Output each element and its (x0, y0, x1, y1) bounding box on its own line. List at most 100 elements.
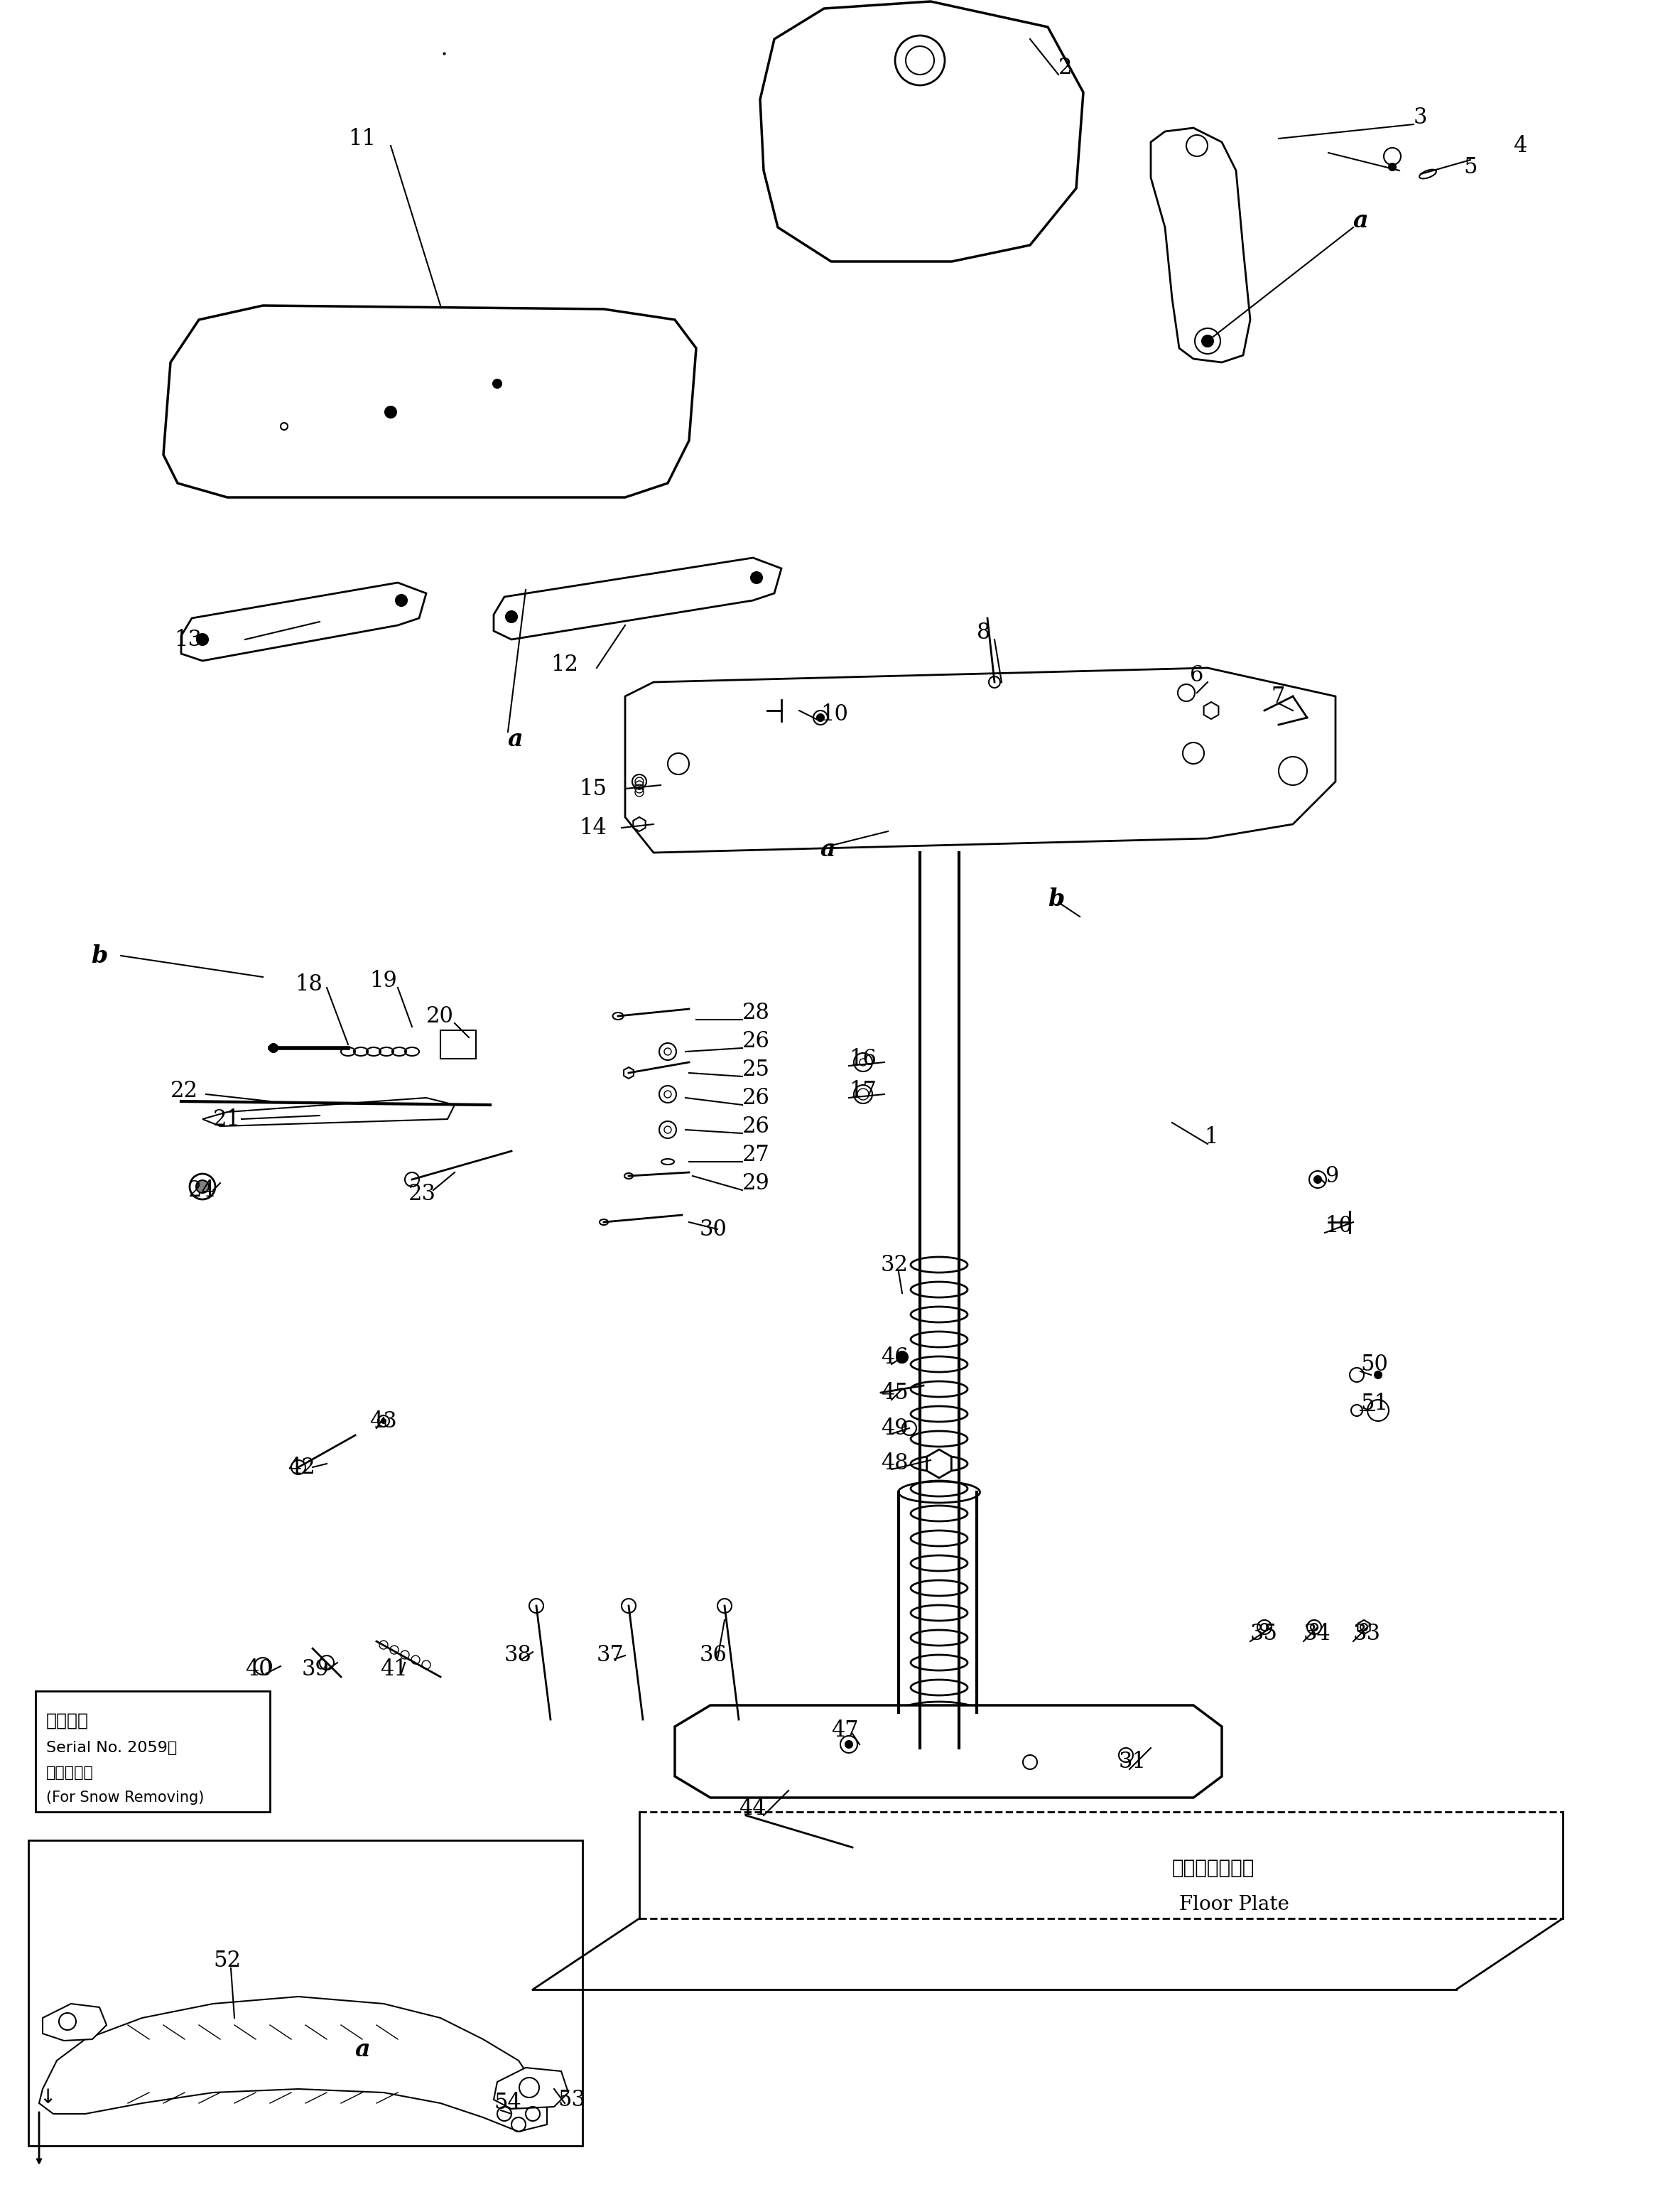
Text: 14: 14 (580, 818, 606, 840)
Polygon shape (1151, 127, 1250, 362)
Text: 適用号機: 適用号機 (45, 1712, 89, 1729)
Circle shape (506, 612, 517, 623)
Text: 30: 30 (699, 1219, 727, 1241)
Text: 28: 28 (743, 1002, 769, 1024)
Text: 39: 39 (302, 1659, 329, 1681)
Text: 41: 41 (380, 1659, 408, 1681)
Text: 53: 53 (558, 2089, 585, 2111)
Circle shape (1389, 164, 1396, 171)
Circle shape (1374, 1372, 1381, 1379)
Text: 23: 23 (408, 1184, 437, 1206)
Text: 11: 11 (348, 127, 376, 149)
Circle shape (197, 633, 208, 644)
Text: a: a (354, 2039, 371, 2063)
Text: a: a (820, 837, 837, 861)
Circle shape (1201, 335, 1213, 346)
Text: ↓: ↓ (39, 2087, 55, 2107)
Circle shape (751, 572, 763, 583)
Text: 16: 16 (848, 1048, 877, 1070)
Circle shape (897, 1352, 907, 1363)
Bar (440, 1030, 475, 1059)
Text: （農業用）: （農業用） (45, 1767, 94, 1780)
Text: 22: 22 (170, 1081, 198, 1103)
Text: 24: 24 (188, 1179, 215, 1201)
Text: 21: 21 (213, 1109, 240, 1131)
Polygon shape (163, 305, 696, 498)
Text: 19: 19 (370, 969, 396, 991)
Polygon shape (42, 2003, 106, 2041)
Text: 51: 51 (1361, 1392, 1388, 1414)
Text: 42: 42 (287, 1455, 316, 1477)
Text: 25: 25 (743, 1059, 769, 1081)
Text: b: b (1048, 888, 1065, 910)
Text: 6: 6 (1189, 664, 1203, 686)
Bar (29, 1841, 583, 2146)
Text: 46: 46 (880, 1346, 909, 1368)
Polygon shape (203, 1098, 455, 1127)
Circle shape (845, 1740, 852, 1747)
Text: 50: 50 (1361, 1352, 1388, 1374)
Text: 26: 26 (743, 1116, 769, 1138)
Text: 18: 18 (294, 973, 323, 995)
Text: 15: 15 (580, 778, 606, 800)
Text: Floor Plate: Floor Plate (1179, 1894, 1289, 1914)
Text: 48: 48 (880, 1453, 909, 1475)
Text: 7: 7 (1272, 686, 1285, 708)
Polygon shape (927, 1449, 951, 1477)
Text: 43: 43 (370, 1409, 396, 1431)
Text: 2: 2 (1058, 57, 1072, 79)
Circle shape (269, 1043, 277, 1052)
Text: 10: 10 (1326, 1214, 1352, 1236)
Text: 38: 38 (504, 1644, 533, 1666)
Polygon shape (759, 2, 1084, 261)
Text: 40: 40 (245, 1659, 272, 1681)
Text: 52: 52 (213, 1951, 240, 1973)
Text: 35: 35 (1250, 1624, 1278, 1646)
Text: (For Snow Removing): (For Snow Removing) (45, 1791, 205, 1804)
Text: 13: 13 (175, 629, 202, 651)
Text: 1: 1 (1205, 1127, 1218, 1149)
Polygon shape (39, 1997, 548, 2131)
Text: b: b (91, 945, 108, 967)
Circle shape (381, 1418, 386, 1423)
Text: a: a (507, 728, 522, 750)
Text: a: a (1352, 208, 1369, 232)
Text: 31: 31 (1119, 1751, 1146, 1773)
Text: 26: 26 (743, 1030, 769, 1052)
Text: 32: 32 (880, 1254, 909, 1276)
Text: 36: 36 (699, 1644, 727, 1666)
Text: 3: 3 (1413, 105, 1428, 129)
Text: 8: 8 (976, 620, 991, 644)
Text: 44: 44 (739, 1797, 766, 1819)
Text: 34: 34 (1304, 1624, 1331, 1646)
Text: 10: 10 (820, 704, 848, 726)
Text: 37: 37 (596, 1644, 625, 1666)
Text: 49: 49 (880, 1418, 909, 1440)
Text: 45: 45 (880, 1381, 909, 1403)
Text: 17: 17 (848, 1081, 877, 1103)
Text: 5: 5 (1463, 156, 1477, 178)
Polygon shape (675, 1705, 1221, 1797)
Circle shape (492, 379, 502, 388)
Text: 33: 33 (1352, 1624, 1381, 1646)
Text: 9: 9 (1326, 1164, 1339, 1186)
Text: 4: 4 (1514, 134, 1527, 156)
Polygon shape (494, 557, 781, 640)
Circle shape (396, 594, 407, 605)
Text: 12: 12 (551, 653, 578, 675)
Circle shape (197, 1179, 208, 1192)
Text: 26: 26 (743, 1087, 769, 1109)
Polygon shape (494, 2067, 568, 2109)
Circle shape (385, 406, 396, 419)
Text: 54: 54 (494, 2091, 521, 2115)
Text: Serial No. 2059～: Serial No. 2059～ (45, 1740, 176, 1756)
Circle shape (1314, 1175, 1320, 1184)
Polygon shape (181, 583, 427, 660)
Text: フロアプレート: フロアプレート (1173, 1859, 1255, 1879)
Text: 29: 29 (743, 1173, 769, 1195)
Bar (35, 1690, 270, 1813)
Circle shape (816, 715, 823, 721)
Text: 27: 27 (743, 1144, 769, 1166)
Polygon shape (625, 669, 1336, 853)
Text: 20: 20 (427, 1006, 454, 1028)
